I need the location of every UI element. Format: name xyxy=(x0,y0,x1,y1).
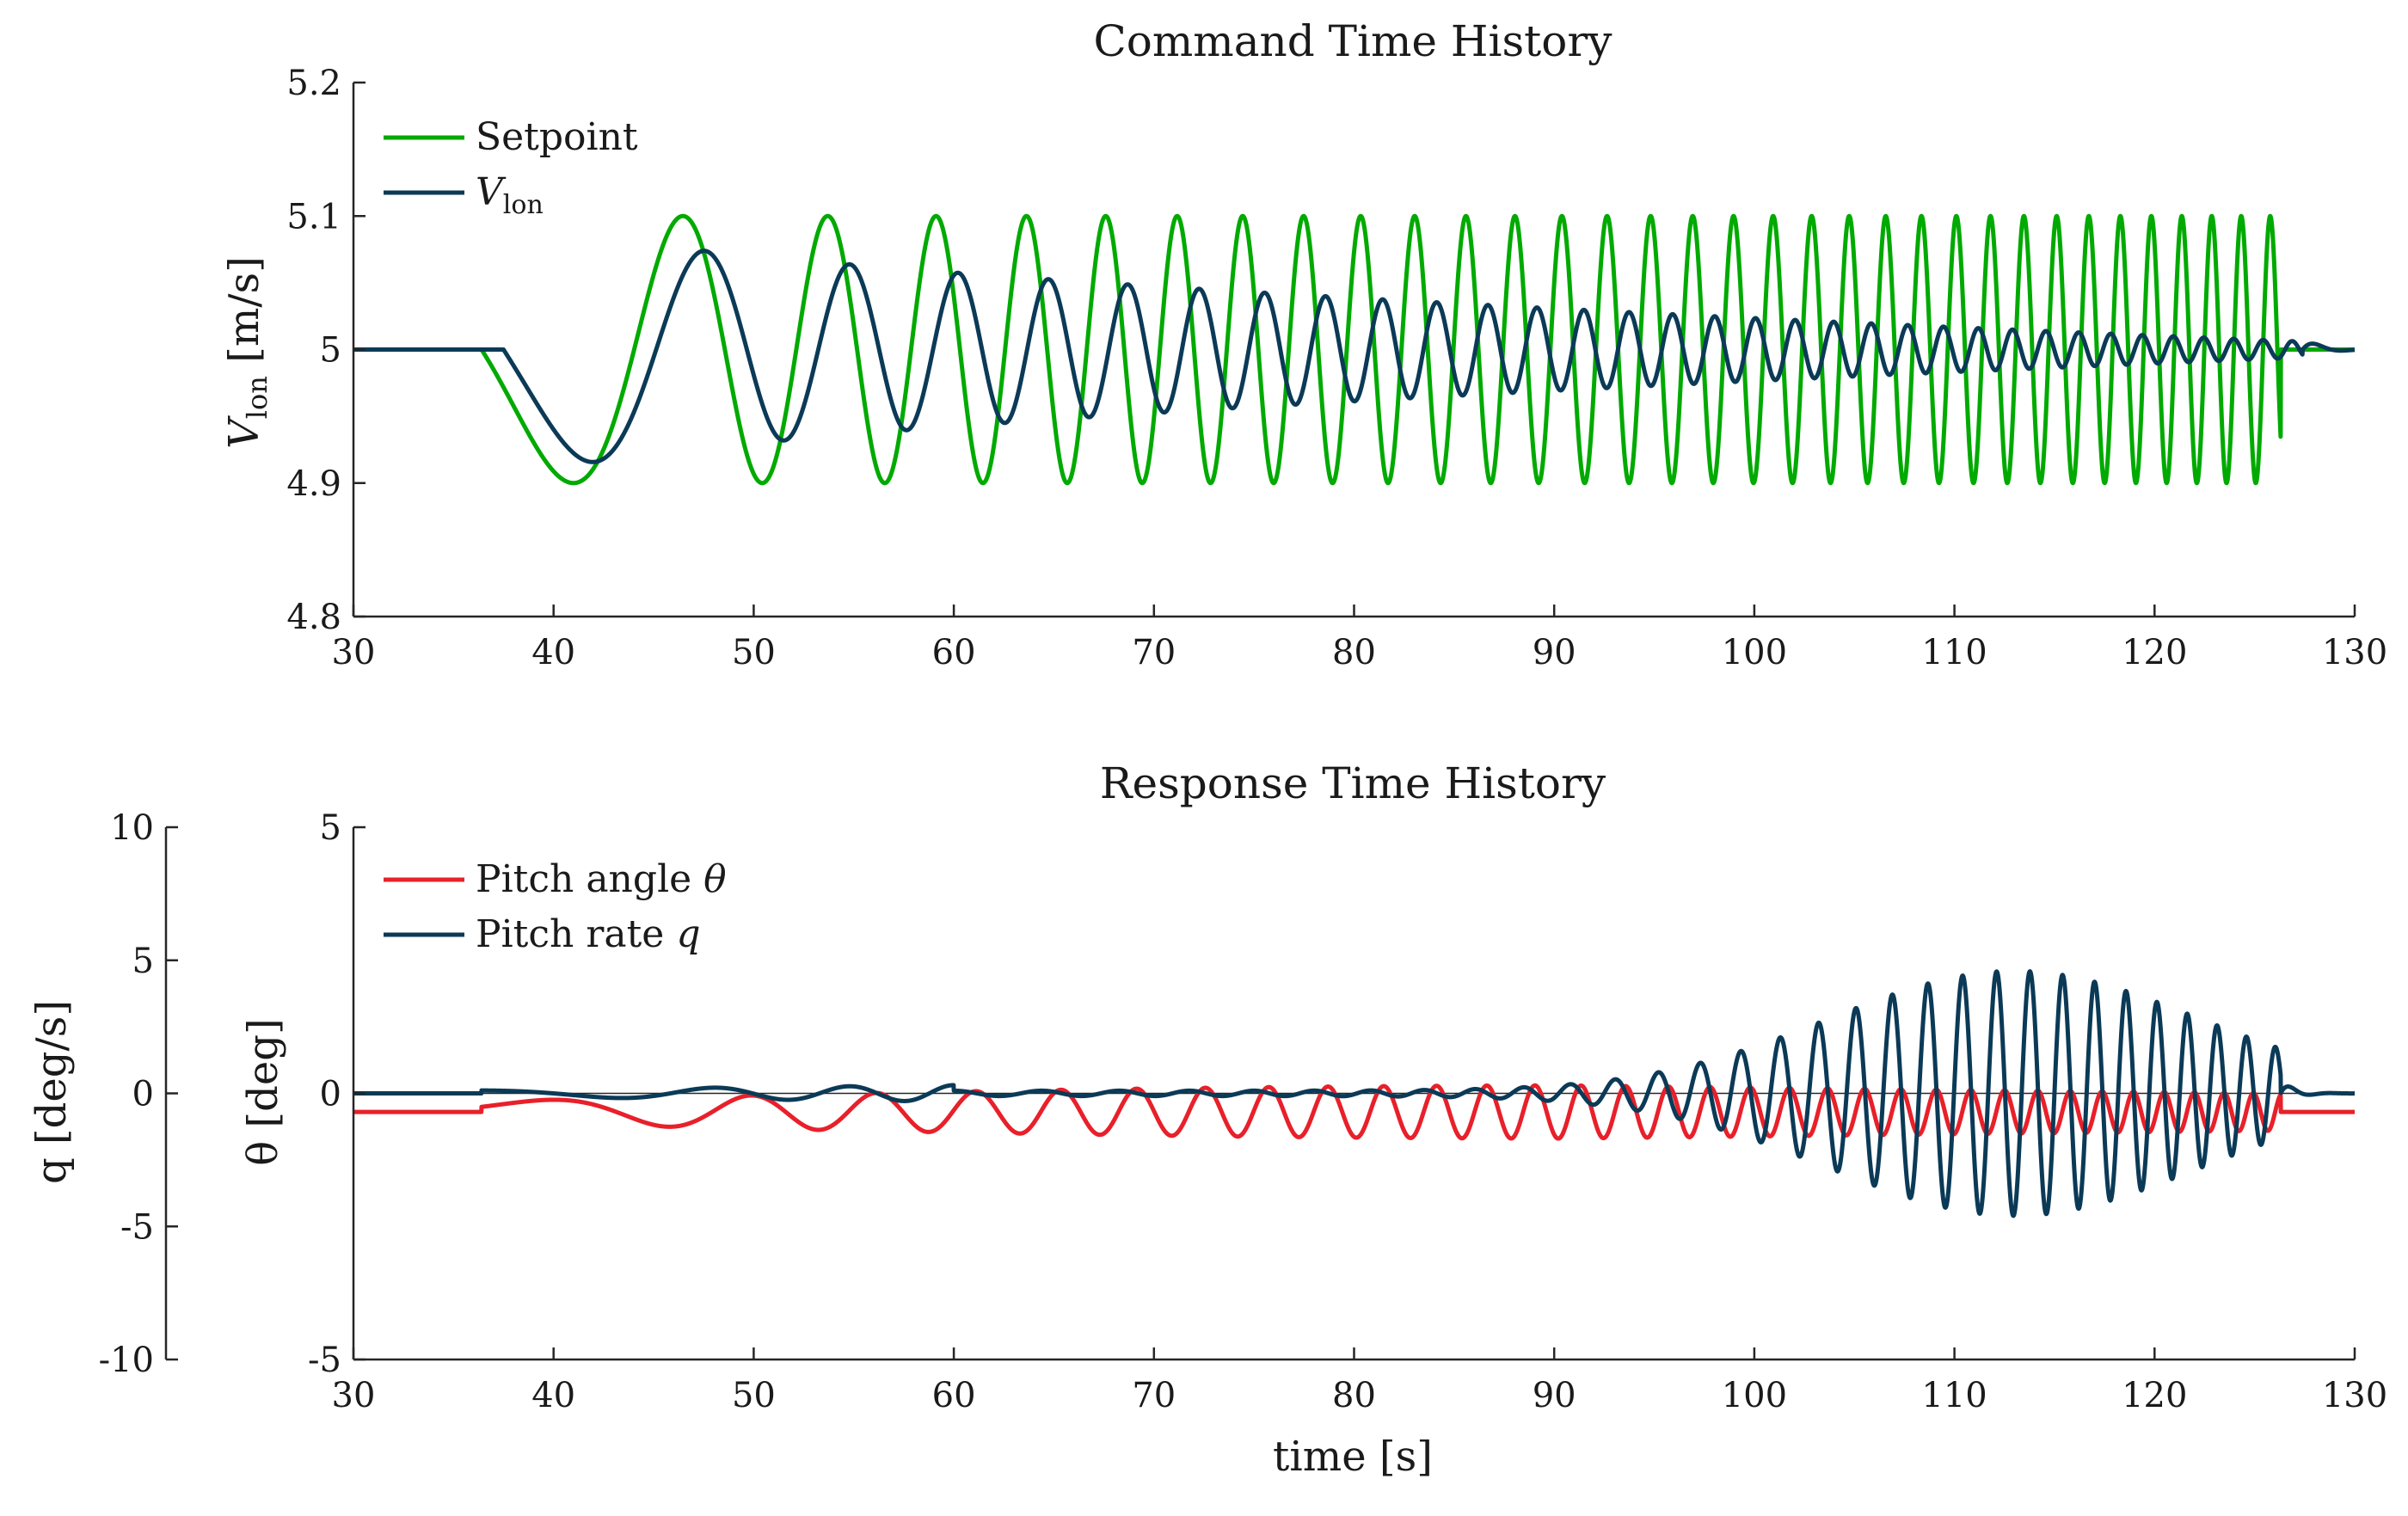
x-tick-label: 60 xyxy=(932,633,976,672)
y-tick-label: 5.1 xyxy=(286,197,341,236)
command-chart-title: Command Time History xyxy=(1094,16,1613,66)
x-tick-label: 100 xyxy=(1722,633,1787,672)
response-x-ticks: 30 40 50 60 70 80 90 100 110 120 130 xyxy=(332,1347,2387,1415)
legend-label-setpoint: Setpoint xyxy=(476,115,638,159)
x-tick-label: 90 xyxy=(1533,1376,1576,1415)
x-tick-label: 40 xyxy=(531,633,575,672)
x-tick-label: 50 xyxy=(732,633,776,672)
x-tick-label: 80 xyxy=(1332,1376,1376,1415)
command-y-label: Vlon [m/s] xyxy=(220,256,273,449)
y-tick-label: 0 xyxy=(320,1075,341,1114)
response-plot-lines xyxy=(351,969,2357,1218)
setpoint-line xyxy=(351,213,2357,486)
x-tick-label: 50 xyxy=(732,1376,776,1415)
y-tick-label: 5 xyxy=(320,808,341,848)
vlon-line xyxy=(351,249,2357,464)
command-legend: Setpoint Vlon xyxy=(384,115,638,220)
theta-y-label: θ [deg] xyxy=(239,1018,287,1165)
x-tick-label: 40 xyxy=(531,1376,575,1415)
pitch-rate-line xyxy=(351,969,2357,1218)
x-tick-label: 30 xyxy=(332,633,376,672)
q-y-ticks: -10 -5 0 5 10 xyxy=(99,808,178,1380)
x-tick-label: 100 xyxy=(1722,1376,1787,1415)
x-tick-label: 120 xyxy=(2122,633,2187,672)
y-tick-label: 5 xyxy=(320,331,341,371)
command-x-ticks: 30 40 50 60 70 80 90 100 110 120 130 xyxy=(332,605,2387,672)
theta-y-ticks: -5 0 5 xyxy=(308,808,366,1380)
y-tick-label: 10 xyxy=(110,808,154,848)
x-tick-label: 130 xyxy=(2322,1376,2387,1415)
y-tick-label: 4.8 xyxy=(286,598,341,637)
x-tick-label: 30 xyxy=(332,1376,376,1415)
x-tick-label: 110 xyxy=(1921,1376,1987,1415)
x-tick-label: 90 xyxy=(1533,633,1576,672)
x-tick-label: 70 xyxy=(1132,1376,1176,1415)
x-tick-label: 110 xyxy=(1921,633,1987,672)
legend-label-pitch-rate: Pitch rate q xyxy=(476,912,700,956)
y-tick-label: -5 xyxy=(120,1207,154,1247)
response-x-label: time [s] xyxy=(1273,1433,1433,1481)
legend-label-pitch-angle: Pitch angle θ xyxy=(476,857,727,901)
command-y-ticks: 4.8 4.9 5 5.1 5.2 xyxy=(286,64,366,637)
x-tick-label: 120 xyxy=(2122,1376,2187,1415)
y-tick-label: 0 xyxy=(132,1075,154,1114)
y-tick-label: 4.9 xyxy=(286,464,341,504)
x-tick-label: 130 xyxy=(2322,633,2387,672)
y-tick-label: 5.2 xyxy=(286,64,341,103)
x-tick-label: 80 xyxy=(1332,633,1376,672)
x-tick-label: 60 xyxy=(932,1376,976,1415)
response-chart: Response Time History 30 40 50 60 70 80 90 100 1… xyxy=(28,758,2387,1481)
q-y-label: q [deg/s] xyxy=(28,1000,76,1184)
response-chart-title: Response Time History xyxy=(1100,758,1606,808)
response-legend: Pitch angle θ Pitch rate q xyxy=(384,857,727,956)
legend-label-vlon: Vlon xyxy=(476,170,544,220)
command-plot-lines xyxy=(351,213,2357,486)
y-tick-label: -10 xyxy=(99,1341,154,1380)
y-tick-label: 5 xyxy=(132,942,154,981)
command-chart: Command Time History 30 40 50 60 70 80 90 100 11… xyxy=(220,16,2387,672)
x-tick-label: 70 xyxy=(1132,633,1176,672)
y-tick-label: -5 xyxy=(308,1341,341,1380)
